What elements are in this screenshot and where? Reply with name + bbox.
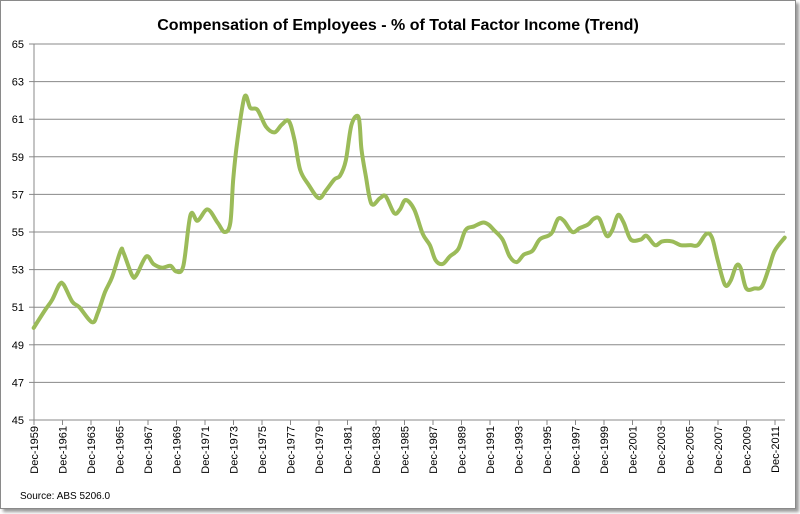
- x-tick-label: Dec-1973: [229, 426, 241, 474]
- x-tick-label: Dec-1993: [514, 426, 526, 474]
- y-tick-label: 49: [12, 340, 24, 352]
- x-tick-label: Dec-1983: [371, 426, 383, 474]
- x-tick-label: Dec-2009: [742, 426, 754, 474]
- x-tick-label: Dec-1989: [457, 426, 469, 474]
- y-tick-label: 61: [12, 114, 24, 126]
- chart-title: Compensation of Employees - % of Total F…: [157, 17, 639, 34]
- x-tick-label: Dec-2003: [656, 426, 668, 474]
- x-tick-label: Dec-2007: [713, 426, 725, 474]
- y-tick-label: 55: [12, 227, 24, 239]
- y-tick-label: 65: [12, 39, 24, 51]
- x-tick-label: Dec-2005: [685, 426, 697, 474]
- x-tick-label: Dec-1963: [86, 426, 98, 474]
- y-tick-label: 51: [12, 302, 24, 314]
- x-tick-label: Dec-1975: [257, 426, 269, 474]
- x-tick-label: Dec-1971: [200, 426, 212, 474]
- x-tick-label: Dec-1979: [314, 426, 326, 474]
- x-tick-label: Dec-1987: [428, 426, 440, 474]
- x-tick-label: Dec-1967: [143, 426, 155, 474]
- series-line: [31, 93, 787, 330]
- x-tick-label: Dec-1977: [286, 426, 298, 474]
- x-tick-label: Dec-1961: [58, 426, 70, 474]
- source-note: Source: ABS 5206.0: [20, 491, 111, 502]
- y-tick-label: 59: [12, 152, 24, 164]
- y-tick-label: 45: [12, 415, 24, 427]
- y-tick-label: 57: [12, 189, 24, 201]
- y-tick-label: 63: [12, 77, 24, 89]
- x-tick-label: Dec-1969: [172, 426, 184, 474]
- x-tick-label: Dec-1981: [343, 426, 355, 474]
- x-tick-label: Dec-1965: [115, 426, 127, 474]
- x-tick-label: Dec-1959: [29, 426, 41, 474]
- y-tick-label: 53: [12, 265, 24, 277]
- x-tick-label: Dec-2001: [628, 426, 640, 474]
- x-tick-label: Dec-1997: [571, 426, 583, 474]
- x-tick-label: Dec-1991: [485, 426, 497, 474]
- x-tick-label: Dec-1995: [542, 426, 554, 474]
- x-tick-label: Dec-2011: [770, 426, 782, 473]
- y-tick-label: 47: [12, 377, 24, 389]
- x-tick-label: Dec-1985: [400, 426, 412, 474]
- x-tick-label: Dec-1999: [599, 426, 611, 474]
